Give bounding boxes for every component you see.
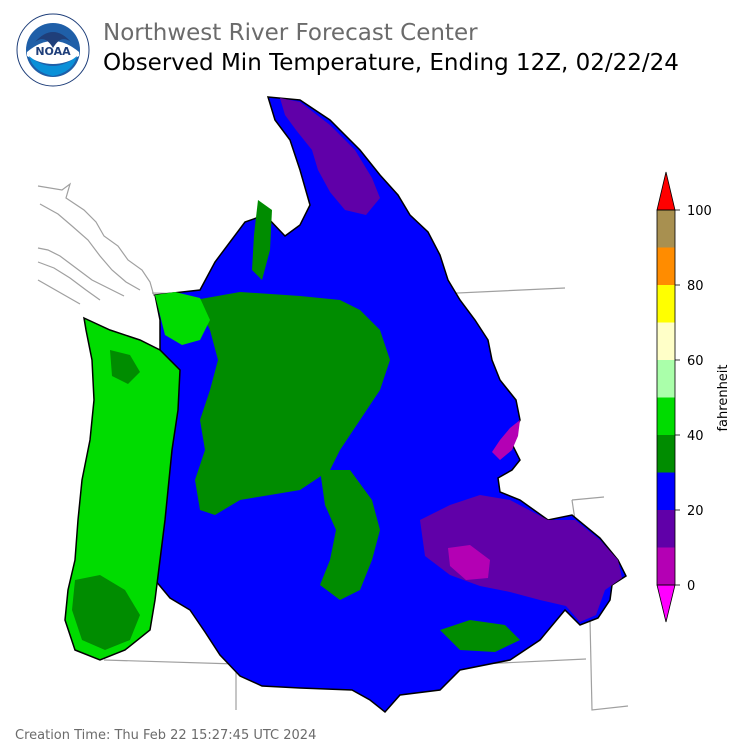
colorbar-over-arrow	[656, 171, 676, 211]
colorbar-bin-10-20	[657, 510, 675, 548]
colorbar-bin-40-50	[657, 397, 675, 435]
colorbar-ticks: 0 20 40 60 80 100	[675, 204, 712, 594]
colorbar-bin-50-60	[657, 360, 675, 398]
colorbar-bin-0-10	[657, 547, 675, 585]
colorbar-tick-label: 0	[687, 579, 695, 594]
colorbar-unit-label: fahrenheit	[716, 364, 731, 431]
region-10-20-southeast	[420, 495, 622, 622]
basin-fill	[64, 96, 627, 714]
colorbar-under-arrow	[656, 584, 676, 623]
colorbar-bins	[657, 210, 675, 585]
colorbar-tick-label: 20	[687, 504, 704, 519]
region-30-40-snake	[320, 470, 380, 600]
colorbar-bin-20-30	[657, 472, 675, 510]
colorbar-bin-80-90	[657, 247, 675, 285]
region-0-10-small	[492, 420, 520, 460]
region-30-40-south	[440, 620, 520, 652]
noaa-logo: NOAA	[15, 12, 91, 88]
colorbar-tick-label: 100	[687, 204, 712, 219]
colorbar-bin-70-80	[657, 285, 675, 323]
colorbar-frame	[656, 209, 676, 586]
region-30-40-central	[195, 292, 390, 515]
region-30-40-olympics	[110, 350, 140, 384]
colorbar-tick-label: 60	[687, 354, 704, 369]
agency-title: Northwest River Forecast Center	[103, 20, 478, 46]
region-0-10	[448, 545, 490, 580]
region-30-40-coast-interior	[72, 575, 140, 650]
product-title: Observed Min Temperature, Ending 12Z, 02…	[103, 50, 679, 76]
colorbar-bin-60-70	[657, 322, 675, 360]
colorbar-tick-label: 80	[687, 279, 704, 294]
coastline-outlines	[37, 182, 155, 305]
creation-time: Creation Time: Thu Feb 22 15:27:45 UTC 2…	[15, 728, 317, 743]
region-10-20-north	[280, 98, 380, 215]
noaa-logo-text: NOAA	[35, 45, 71, 58]
colorbar-tick-label: 40	[687, 429, 704, 444]
colorbar-bin-90-100	[657, 210, 675, 248]
region-40-50-puget	[155, 292, 210, 345]
region-30-40-west-strip	[252, 200, 272, 280]
region-40-50-coast	[64, 316, 181, 661]
colorbar-bin-30-40	[657, 435, 675, 473]
